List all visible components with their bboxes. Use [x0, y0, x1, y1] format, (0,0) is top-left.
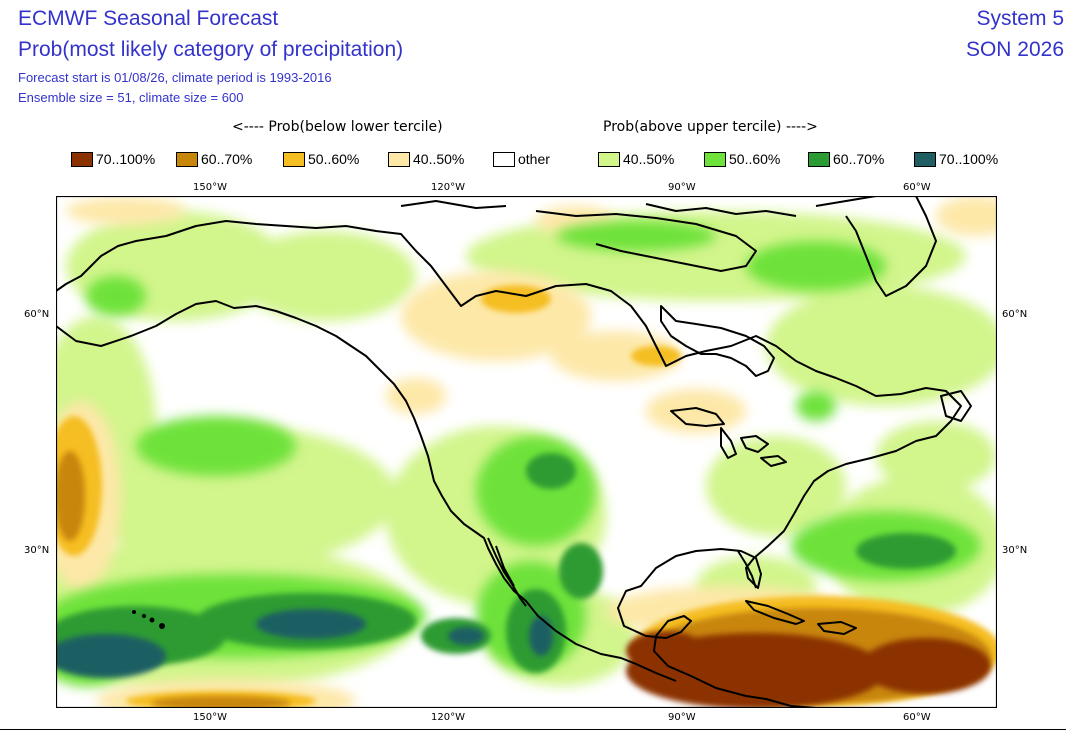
lon-label-top-150w: 150°W: [193, 182, 227, 193]
legend-swatch: [598, 151, 620, 167]
lat-label-right-30n: 30°N: [1002, 545, 1028, 556]
subtitle: Prob(most likely category of precipitati…: [18, 38, 404, 61]
legend-label: 60..70%: [833, 151, 885, 167]
cuba: [745, 600, 805, 625]
legend-item-other: other: [493, 151, 550, 167]
hawaii-island: [159, 623, 165, 629]
hudson-bay: [660, 305, 775, 377]
legend-label: 50..60%: [308, 151, 360, 167]
legend-label: 60..70%: [201, 151, 253, 167]
legend-item-dry-70-100: 70..100%: [71, 151, 155, 167]
title: ECMWF Seasonal Forecast: [18, 7, 279, 30]
system-label: System 5: [976, 7, 1064, 30]
hawaii-islands: [132, 610, 165, 629]
legend-item-wet-60-70: 60..70%: [808, 151, 884, 167]
ensemble-info: Ensemble size = 51, climate size = 600: [18, 90, 244, 105]
legend-swatch: [176, 151, 198, 167]
lon-label-bottom-60w: 60°W: [903, 712, 931, 723]
legend-item-dry-60-70: 60..70%: [176, 151, 252, 167]
legend-swatch: [914, 151, 936, 167]
coastlines: [56, 196, 972, 708]
lon-label-top-60w: 60°W: [903, 182, 931, 193]
legend-swatch: [808, 151, 830, 167]
bottom-rule: [0, 729, 1066, 730]
legend-label: 70..100%: [939, 151, 999, 167]
hispaniola: [817, 621, 857, 635]
legend-above-title: Prob(above upper tercile) ---->: [603, 119, 818, 135]
north-america-coast: [56, 220, 962, 708]
legend-label: 70..100%: [96, 151, 156, 167]
legend-swatch: [71, 151, 93, 167]
hawaii-island: [149, 617, 155, 623]
legend-label: 40..50%: [413, 151, 465, 167]
legend-swatch: [388, 151, 410, 167]
legend-swatch: [283, 151, 305, 167]
lon-label-bottom-90w: 90°W: [668, 712, 696, 723]
hawaii-island: [132, 610, 136, 614]
lon-label-bottom-120w: 120°W: [431, 712, 465, 723]
legend-label: 50..60%: [729, 151, 781, 167]
arctic-islands: [400, 200, 797, 272]
legend-label: other: [518, 151, 550, 167]
dry-70-100-areas: [626, 631, 991, 708]
lon-label-top-90w: 90°W: [668, 182, 696, 193]
season-label: SON 2026: [965, 38, 1064, 61]
pacific-coast: [56, 300, 677, 682]
legend-item-dry-50-60: 50..60%: [283, 151, 359, 167]
map-frame: [56, 196, 997, 708]
lat-label-left-60n: 60°N: [24, 309, 50, 320]
forecast-info: Forecast start is 01/08/26, climate peri…: [18, 70, 332, 85]
hawaii-island: [142, 614, 146, 618]
lon-label-top-120w: 120°W: [431, 182, 465, 193]
greenland-coast: [815, 196, 937, 297]
lon-label-bottom-150w: 150°W: [193, 712, 227, 723]
florida: [737, 550, 757, 589]
legend-item-dry-40-50: 40..50%: [388, 151, 464, 167]
legend-below-title: <---- Prob(below lower tercile): [232, 119, 443, 135]
legend-item-wet-40-50: 40..50%: [598, 151, 674, 167]
legend-item-wet-50-60: 50..60%: [704, 151, 780, 167]
baja-peninsula: [487, 537, 527, 607]
lat-label-left-30n: 30°N: [24, 545, 50, 556]
newfoundland: [940, 390, 972, 422]
legend-item-wet-70-100: 70..100%: [914, 151, 998, 167]
wet-70-100-areas: [56, 609, 553, 678]
legend-label: 40..50%: [623, 151, 675, 167]
legend-swatch: [704, 151, 726, 167]
legend-swatch: [493, 151, 515, 167]
lat-label-right-60n: 60°N: [1002, 309, 1028, 320]
forecast-map: [56, 196, 997, 708]
great-lakes: [670, 407, 787, 467]
